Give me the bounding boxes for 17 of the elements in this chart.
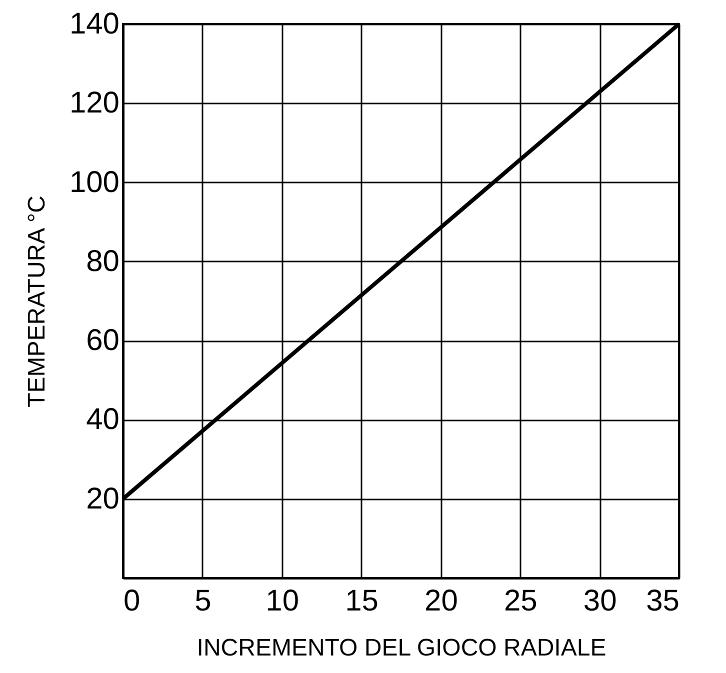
y-tick-label: 60 <box>86 324 120 358</box>
x-tick-label: 15 <box>345 584 378 618</box>
y-tick-label: 20 <box>86 482 120 516</box>
x-tick-label: 25 <box>504 584 538 618</box>
x-tick-label: 20 <box>424 584 458 618</box>
y-tick-label: 40 <box>86 403 120 436</box>
x-tick-label: 35 <box>646 584 680 618</box>
x-tick-label: 5 <box>194 584 212 618</box>
y-tick-label: 80 <box>86 244 120 278</box>
x-tick-label: 0 <box>124 584 140 618</box>
y-tick-label: 100 <box>69 166 120 199</box>
y-tick-label: 140 <box>69 8 120 40</box>
y-tick-label: 120 <box>69 86 120 120</box>
x-axis-title: INCREMENTO DEL GIOCO RADIALE <box>196 634 606 662</box>
x-tick-label: 10 <box>266 584 300 618</box>
x-tick-label: 30 <box>583 584 617 618</box>
y-axis-title: TEMPERATURA °C <box>23 196 50 408</box>
